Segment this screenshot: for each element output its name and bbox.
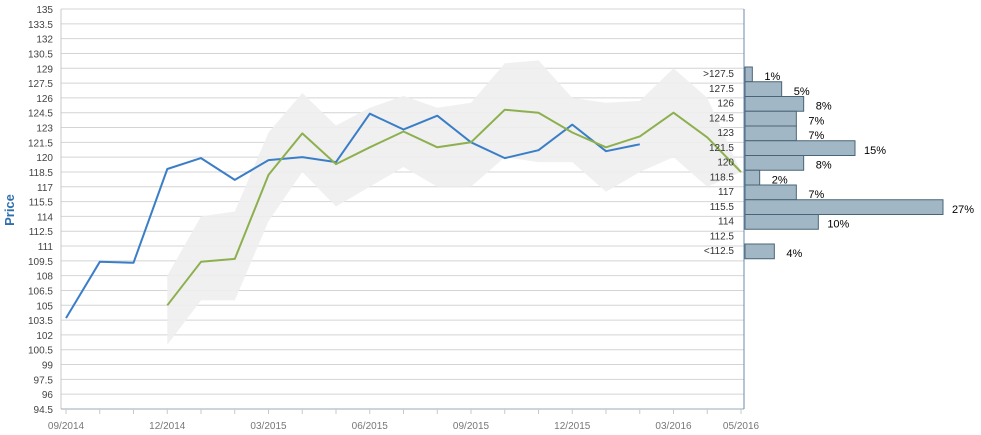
axis-labels: Price	[2, 194, 17, 226]
y-tick-label: 97.5	[34, 375, 54, 386]
y-tick-label: 112.5	[29, 227, 54, 238]
histogram-bar	[744, 184, 797, 201]
histogram-value-label: 5%	[794, 86, 810, 98]
histogram-bar	[744, 155, 805, 171]
x-tick-label: 09/2015	[453, 421, 490, 432]
y-tick-label: 109.5	[28, 257, 53, 268]
y-axis-label: Price	[2, 194, 17, 226]
histogram-value-label: 27%	[952, 204, 974, 216]
y-tick-label: 105	[36, 301, 53, 312]
y-tick-label: 123	[36, 124, 53, 135]
series-lines	[65, 108, 742, 319]
price-history-line	[65, 112, 641, 319]
grid-lines	[61, 8, 744, 410]
x-tick-label: 03/2015	[250, 421, 287, 432]
histogram-category-label: 124.5	[709, 113, 734, 124]
histogram-bar	[744, 243, 775, 260]
x-tick-label: 05/2016	[723, 421, 760, 432]
histogram-value-label: 8%	[816, 101, 832, 113]
forecast-band	[167, 60, 742, 345]
histogram-category-label: >127.5	[703, 69, 734, 80]
histogram-bar	[744, 81, 783, 97]
histogram-category-label: 114	[718, 217, 734, 228]
x-tick-label: 09/2014	[48, 421, 85, 432]
y-tick-label: 106.5	[28, 286, 53, 297]
histogram-category-label: 120	[717, 158, 734, 169]
y-tick-label: 108	[36, 272, 53, 283]
histogram-value-label: 15%	[864, 145, 886, 157]
y-tick-label: 114	[37, 212, 53, 223]
histogram-category-label: 123	[717, 128, 734, 139]
x-tick-label: 12/2014	[149, 421, 186, 432]
y-tick-label: 124.5	[28, 109, 53, 120]
histogram-bar	[744, 214, 819, 230]
histogram-category-label: 112.5	[710, 231, 735, 242]
histogram-value-label: 7%	[808, 115, 824, 127]
histogram-value-label: 2%	[772, 174, 788, 186]
histogram-bar	[744, 66, 753, 83]
y-tick-label: 100.5	[28, 346, 53, 357]
histogram-bar	[744, 199, 944, 215]
y-tick-label: 117	[37, 183, 53, 194]
y-tick-label: 115.5	[29, 198, 54, 209]
y-tick-label: 118.5	[29, 168, 54, 179]
y-tick-label: 99	[42, 361, 54, 372]
histogram-category-label: <112.5	[704, 246, 735, 257]
histogram-bar	[744, 169, 761, 186]
histogram-category-label: 126	[717, 99, 734, 110]
x-tick-label: 03/2016	[655, 421, 692, 432]
y-tick-label: 133.5	[28, 20, 53, 31]
y-tick-label: 102	[36, 331, 53, 342]
y-tick-label: 94.5	[34, 405, 54, 416]
histogram-value-label: 4%	[786, 248, 802, 260]
histogram-category-label: 127.5	[709, 84, 734, 95]
y-tick-label: 127.5	[28, 79, 53, 90]
histogram-value-label: 7%	[808, 130, 824, 142]
histogram-category-label: 118.5	[710, 172, 735, 183]
y-tick-label: 126	[36, 94, 53, 105]
y-tick-label: 130.5	[28, 49, 53, 60]
histogram-bar	[744, 140, 856, 156]
histogram-bar	[744, 110, 797, 127]
histogram-category-label: 121.5	[709, 143, 734, 154]
histogram-bar	[744, 96, 805, 112]
forecast-line	[166, 108, 742, 306]
histogram-value-label: 8%	[816, 160, 832, 172]
y-tick-label: 129	[36, 64, 53, 75]
histogram-value-label: 10%	[827, 219, 849, 231]
histogram-value-label: 1%	[764, 71, 780, 83]
y-tick-label: 132	[36, 35, 53, 46]
x-tick-label: 06/2015	[352, 421, 389, 432]
axes: 94.5 96 97.5 99 100.5 102 103.5 105 106.5 108 109.…	[28, 5, 760, 432]
histogram-value-label: 7%	[808, 189, 824, 201]
y-tick-label: 120	[36, 153, 53, 164]
x-tick-label: 12/2015	[554, 421, 591, 432]
y-tick-label: 121.5	[28, 138, 53, 149]
y-tick-label: 135	[36, 5, 53, 16]
distribution-histogram: >127.5 1% 127.5 5% 126 8% 124.5 7% 123 7% 121.5 15%…	[703, 66, 974, 260]
y-tick-label: 96	[42, 390, 54, 401]
histogram-bar	[744, 125, 797, 142]
y-tick-label: 103.5	[28, 316, 53, 327]
y-tick-label: 111	[38, 242, 54, 253]
histogram-category-label: 117	[718, 187, 734, 198]
forecast-band-area	[167, 60, 742, 345]
histogram-category-label: 115.5	[710, 202, 735, 213]
